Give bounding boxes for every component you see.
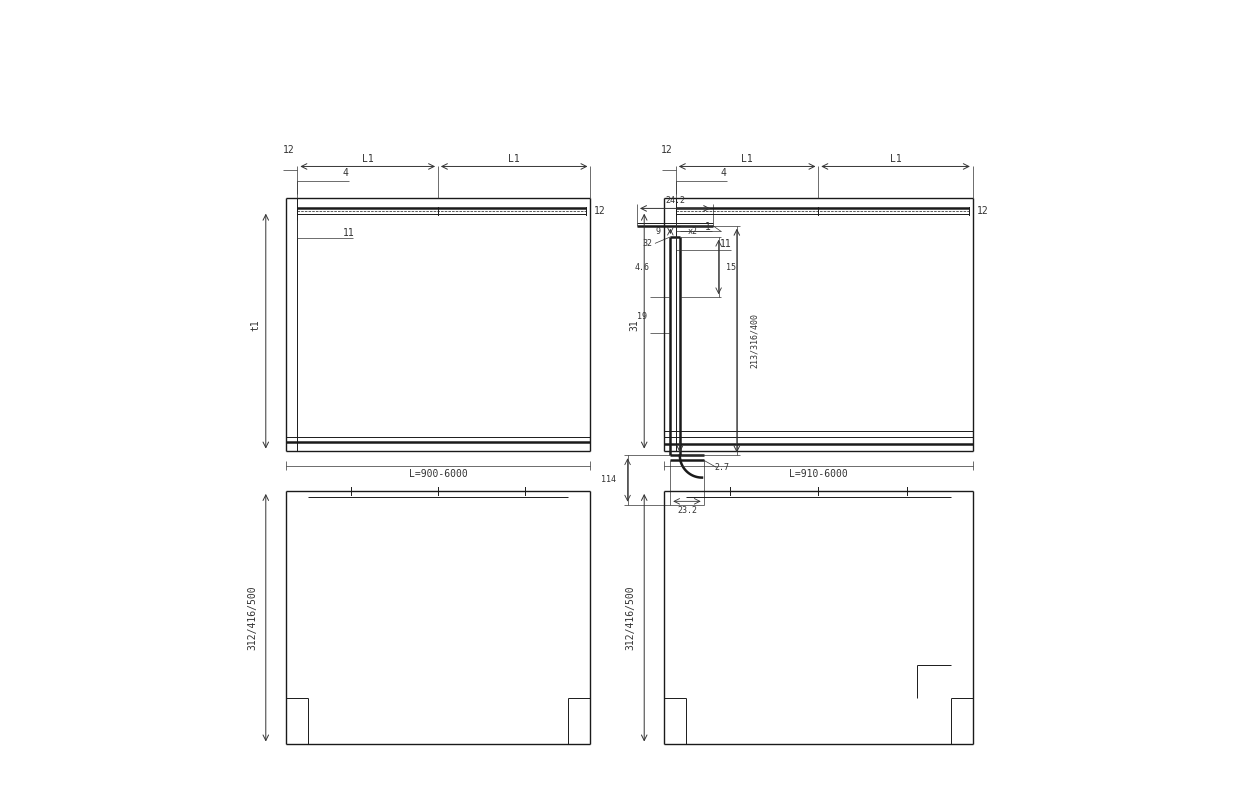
Text: 12: 12 [977, 206, 989, 216]
Text: L1: L1 [508, 154, 520, 163]
Text: L=900-6000: L=900-6000 [408, 469, 467, 478]
Text: 19: 19 [637, 312, 647, 322]
Text: 213/316/400: 213/316/400 [750, 313, 759, 368]
Text: 23.2: 23.2 [677, 506, 697, 515]
Text: x2: x2 [687, 227, 697, 236]
Text: 32: 32 [642, 238, 652, 248]
Text: L1: L1 [741, 154, 752, 163]
Text: 4: 4 [342, 167, 348, 178]
Text: 1: 1 [705, 222, 710, 232]
Text: 114: 114 [601, 475, 616, 485]
Text: L=910-6000: L=910-6000 [789, 469, 848, 478]
Text: L1: L1 [890, 154, 901, 163]
Text: 4.6: 4.6 [635, 262, 650, 271]
Text: 12: 12 [283, 145, 294, 154]
Text: 2.7: 2.7 [715, 462, 730, 472]
Text: 12: 12 [595, 206, 606, 216]
Text: 4: 4 [720, 167, 726, 178]
Text: 9: 9 [655, 227, 660, 236]
Text: 312/416/500: 312/416/500 [248, 586, 258, 650]
Text: 15: 15 [726, 262, 736, 271]
Text: 12: 12 [661, 145, 674, 154]
Text: 24.2: 24.2 [665, 196, 685, 205]
Text: t1: t1 [250, 319, 260, 330]
Text: 11: 11 [720, 239, 731, 249]
Text: 11: 11 [343, 228, 354, 238]
Text: 312/416/500: 312/416/500 [626, 586, 636, 650]
Text: L1: L1 [362, 154, 373, 163]
Text: 31: 31 [629, 319, 639, 330]
